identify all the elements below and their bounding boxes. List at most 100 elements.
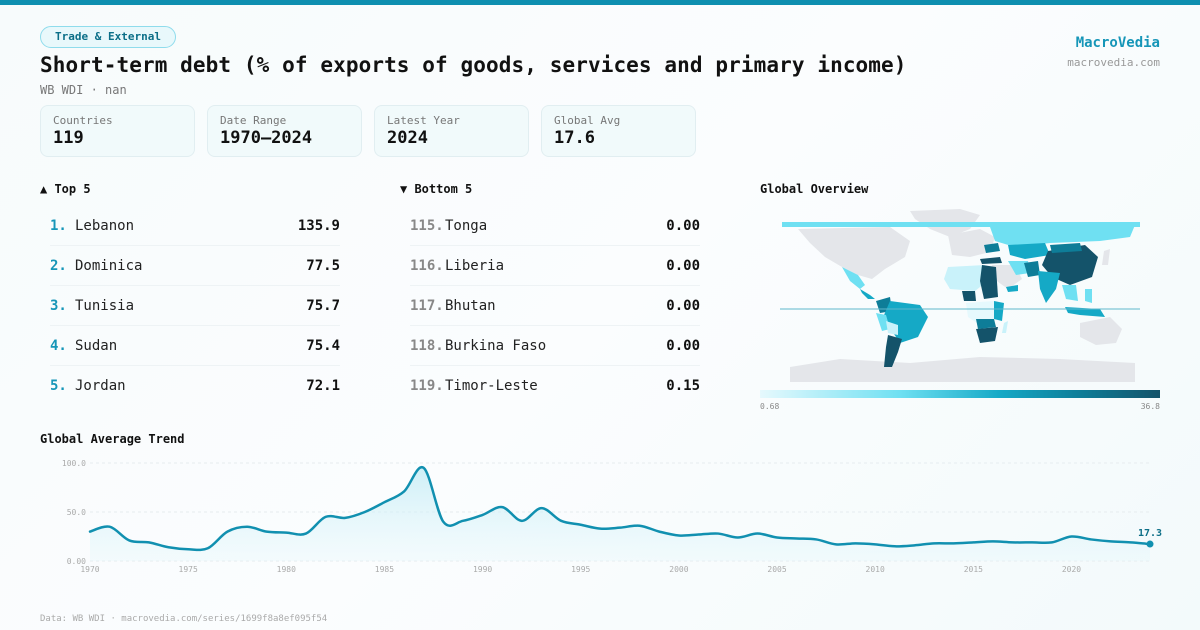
latest-data-point[interactable] — [1146, 540, 1154, 548]
list-item[interactable]: 116. Liberia 0.00 — [410, 246, 700, 286]
data-point[interactable] — [873, 542, 877, 546]
region-antarctica[interactable] — [790, 357, 1135, 382]
data-point[interactable] — [697, 533, 701, 537]
data-point[interactable] — [461, 519, 465, 523]
region-egypt-sudan[interactable] — [980, 265, 998, 299]
trend-line[interactable] — [88, 465, 1152, 552]
region-europe[interactable] — [948, 229, 995, 257]
brand-name[interactable]: MacroVedia — [1075, 35, 1160, 51]
region-madagascar[interactable] — [1002, 321, 1008, 333]
data-point[interactable] — [1030, 540, 1034, 544]
data-point[interactable] — [520, 519, 524, 523]
region-mongolia[interactable] — [1050, 243, 1082, 253]
region-nigeria[interactable] — [962, 291, 976, 301]
region-argentina[interactable] — [884, 335, 902, 367]
region-bolivia[interactable] — [886, 321, 898, 335]
region-turkey[interactable] — [980, 257, 1002, 264]
list-item[interactable]: 115. Tonga 0.00 — [410, 206, 700, 246]
data-point[interactable] — [716, 532, 720, 536]
region-kazakhstan[interactable] — [1008, 243, 1050, 259]
data-point[interactable] — [304, 532, 308, 536]
data-point[interactable] — [324, 515, 328, 519]
data-point[interactable] — [88, 530, 92, 534]
data-point[interactable] — [1128, 540, 1132, 544]
data-point[interactable] — [481, 513, 485, 517]
list-item[interactable]: 1. Lebanon 135.9 — [50, 206, 340, 246]
data-point[interactable] — [382, 500, 386, 504]
region-central-america[interactable] — [860, 289, 875, 299]
data-point[interactable] — [638, 524, 642, 528]
data-point[interactable] — [265, 530, 269, 534]
data-point[interactable] — [343, 516, 347, 520]
data-point[interactable] — [284, 531, 288, 535]
data-point[interactable] — [834, 542, 838, 546]
data-point[interactable] — [657, 530, 661, 534]
data-point[interactable] — [363, 510, 367, 514]
list-item[interactable]: 5. Jordan 72.1 — [50, 366, 340, 406]
list-item[interactable]: 3. Tunisia 75.7 — [50, 286, 340, 326]
region-india[interactable] — [1038, 271, 1060, 303]
data-point[interactable] — [108, 525, 112, 529]
data-point[interactable] — [991, 539, 995, 543]
list-item[interactable]: 118. Burkina Faso 0.00 — [410, 326, 700, 366]
data-point[interactable] — [225, 530, 229, 534]
data-point[interactable] — [854, 541, 858, 545]
data-point[interactable] — [186, 547, 190, 551]
region-yemen[interactable] — [1006, 285, 1018, 292]
data-point[interactable] — [539, 506, 543, 510]
data-point[interactable] — [598, 527, 602, 531]
data-point[interactable] — [795, 536, 799, 540]
data-point[interactable] — [245, 525, 249, 529]
list-item[interactable]: 2. Dominica 77.5 — [50, 246, 340, 286]
list-item[interactable]: 117. Bhutan 0.00 — [410, 286, 700, 326]
data-point[interactable] — [1109, 539, 1113, 543]
data-point[interactable] — [167, 545, 171, 549]
data-point[interactable] — [500, 505, 504, 509]
data-point[interactable] — [775, 535, 779, 539]
data-point[interactable] — [618, 526, 622, 530]
data-point[interactable] — [559, 519, 563, 523]
region-philippines[interactable] — [1085, 289, 1092, 303]
data-point[interactable] — [402, 489, 406, 493]
data-point[interactable] — [814, 537, 818, 541]
region-se-asia[interactable] — [1062, 285, 1078, 301]
list-item[interactable]: 119. Timor-Leste 0.15 — [410, 366, 700, 406]
data-point[interactable] — [932, 541, 936, 545]
data-point[interactable] — [971, 540, 975, 544]
region-east-africa[interactable] — [994, 301, 1004, 321]
data-point[interactable] — [127, 538, 131, 542]
data-point[interactable] — [1050, 540, 1054, 544]
data-point[interactable] — [1069, 535, 1073, 539]
data-point[interactable] — [952, 541, 956, 545]
region-pakistan[interactable] — [1024, 261, 1040, 277]
region-ukraine[interactable] — [984, 243, 1000, 253]
brand-url[interactable]: macrovedia.com — [1067, 56, 1160, 69]
list-item[interactable]: 4. Sudan 75.4 — [50, 326, 340, 366]
region-south-africa[interactable] — [976, 327, 998, 343]
data-point[interactable] — [422, 466, 426, 470]
data-point[interactable] — [579, 523, 583, 527]
data-point[interactable] — [147, 540, 151, 544]
region-north-africa[interactable] — [944, 265, 990, 291]
region-southern-africa[interactable] — [976, 319, 996, 329]
world-choropleth-map[interactable] — [780, 207, 1140, 382]
data-point[interactable] — [1089, 537, 1093, 541]
data-point[interactable] — [912, 543, 916, 547]
region-mexico[interactable] — [842, 267, 865, 289]
data-point[interactable] — [677, 534, 681, 538]
region-arctic-band[interactable] — [782, 222, 1140, 227]
data-point[interactable] — [1011, 540, 1015, 544]
region-russia[interactable] — [990, 225, 1135, 247]
region-north-america[interactable] — [798, 227, 910, 279]
region-japan[interactable] — [1102, 249, 1110, 265]
region-peru[interactable] — [876, 313, 890, 331]
country-name: Lebanon — [75, 217, 135, 234]
data-point[interactable] — [893, 544, 897, 548]
category-tag[interactable]: Trade & External — [40, 26, 176, 48]
data-point[interactable] — [441, 520, 445, 524]
global-average-trend-chart[interactable]: 0.00 50.0 100.0 1970 1975 1980 1985 1990 1995 200… — [0, 450, 1200, 590]
data-point[interactable] — [755, 532, 759, 536]
data-point[interactable] — [206, 546, 210, 550]
region-australia[interactable] — [1080, 317, 1122, 345]
data-point[interactable] — [736, 535, 740, 539]
